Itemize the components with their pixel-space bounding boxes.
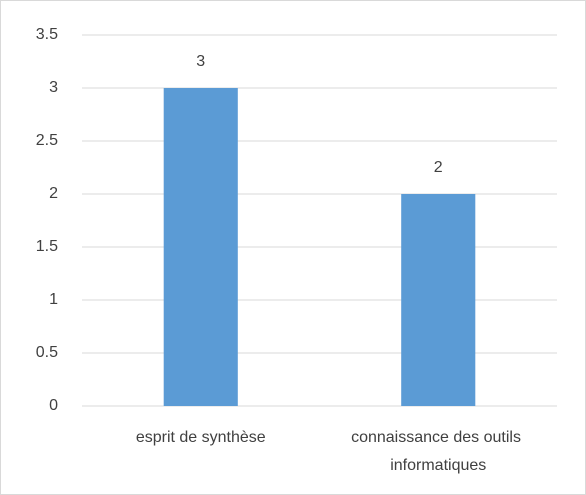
y-tick-label: 0 <box>49 397 58 414</box>
data-label: 2 <box>434 159 443 176</box>
y-tick-label: 0.5 <box>36 344 58 361</box>
x-tick-label: esprit de synthèse <box>136 429 266 446</box>
y-tick-label: 3 <box>49 79 58 96</box>
y-tick-label: 2 <box>49 185 58 202</box>
y-tick-label: 1.5 <box>36 238 58 255</box>
data-label: 3 <box>196 53 205 70</box>
y-tick-label: 3.5 <box>36 26 58 43</box>
y-tick-label: 2.5 <box>36 132 58 149</box>
bar <box>401 194 476 406</box>
bar <box>163 88 238 406</box>
y-tick-label: 1 <box>49 291 58 308</box>
x-tick-label: connaissance des outils informatiques <box>351 429 525 474</box>
